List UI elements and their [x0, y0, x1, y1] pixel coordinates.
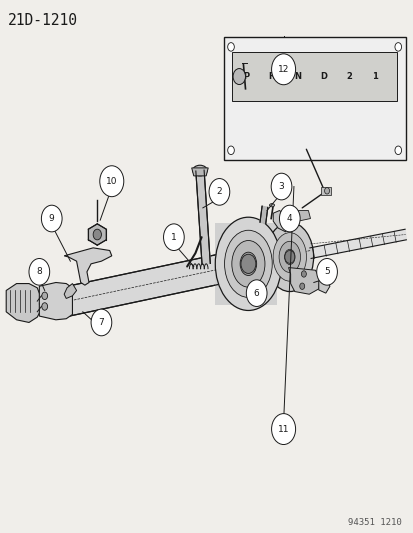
Polygon shape: [215, 223, 277, 305]
Circle shape: [227, 43, 234, 51]
Text: R: R: [268, 72, 275, 81]
Text: 6: 6: [253, 289, 259, 297]
Circle shape: [41, 205, 62, 232]
Circle shape: [29, 259, 50, 285]
Ellipse shape: [273, 232, 306, 281]
Text: 5: 5: [323, 268, 329, 276]
Circle shape: [271, 414, 295, 445]
Circle shape: [301, 271, 306, 277]
Circle shape: [279, 205, 299, 232]
Circle shape: [299, 283, 304, 289]
Polygon shape: [64, 284, 76, 298]
Polygon shape: [318, 279, 329, 293]
Text: 4: 4: [286, 214, 292, 223]
Circle shape: [324, 188, 329, 194]
Text: 7: 7: [98, 318, 104, 327]
Ellipse shape: [61, 285, 63, 317]
Circle shape: [209, 179, 229, 205]
Polygon shape: [6, 284, 43, 322]
Ellipse shape: [192, 165, 206, 176]
Text: 21D-1210: 21D-1210: [8, 13, 78, 28]
Polygon shape: [195, 170, 210, 264]
Polygon shape: [54, 252, 233, 319]
Ellipse shape: [240, 252, 256, 276]
Circle shape: [42, 303, 47, 310]
Text: 2: 2: [345, 72, 351, 81]
Text: 2: 2: [216, 188, 222, 196]
Polygon shape: [288, 268, 319, 294]
Circle shape: [91, 309, 112, 336]
Text: 9: 9: [49, 214, 55, 223]
Circle shape: [284, 251, 294, 263]
Circle shape: [316, 259, 337, 285]
Circle shape: [246, 280, 266, 306]
Text: 11: 11: [277, 425, 289, 433]
Ellipse shape: [284, 249, 294, 264]
Circle shape: [271, 173, 291, 200]
Polygon shape: [191, 168, 208, 176]
Circle shape: [240, 254, 255, 273]
Text: 10: 10: [106, 177, 117, 185]
Ellipse shape: [269, 204, 274, 207]
Polygon shape: [295, 211, 310, 221]
Text: 1: 1: [171, 233, 176, 241]
FancyBboxPatch shape: [223, 37, 405, 160]
Ellipse shape: [265, 222, 313, 292]
Circle shape: [394, 43, 401, 51]
Circle shape: [42, 292, 47, 300]
Text: 1: 1: [371, 72, 377, 81]
Circle shape: [394, 146, 401, 155]
Polygon shape: [273, 211, 289, 232]
Text: 94351 1210: 94351 1210: [347, 518, 401, 527]
Polygon shape: [259, 206, 267, 223]
Polygon shape: [64, 248, 112, 285]
Polygon shape: [320, 187, 330, 195]
Text: 12: 12: [277, 65, 289, 74]
Circle shape: [233, 69, 245, 85]
Circle shape: [100, 166, 123, 197]
Text: P: P: [243, 72, 249, 81]
Circle shape: [271, 54, 295, 85]
Polygon shape: [88, 224, 106, 245]
Ellipse shape: [224, 230, 272, 297]
Circle shape: [227, 146, 234, 155]
Polygon shape: [309, 229, 406, 259]
FancyBboxPatch shape: [231, 52, 396, 101]
Circle shape: [93, 229, 101, 240]
Text: D: D: [319, 72, 326, 81]
Circle shape: [163, 224, 184, 251]
Text: 8: 8: [36, 268, 42, 276]
Text: 3: 3: [278, 182, 284, 191]
Ellipse shape: [231, 240, 264, 287]
Ellipse shape: [215, 217, 281, 310]
Text: N: N: [294, 72, 300, 81]
Ellipse shape: [278, 241, 300, 272]
Polygon shape: [39, 282, 72, 320]
